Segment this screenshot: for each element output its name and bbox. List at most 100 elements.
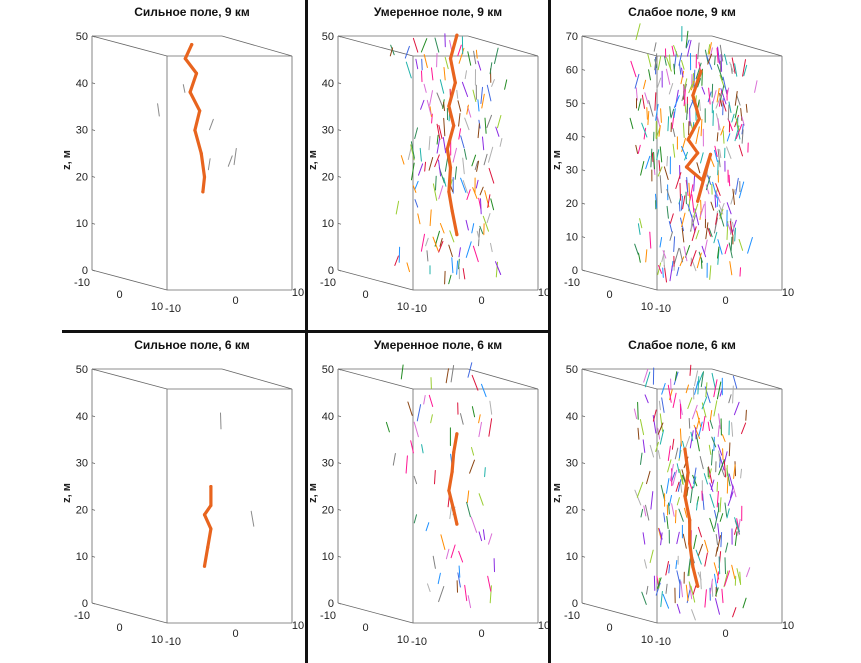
background-segment (400, 155, 405, 165)
main-path-point (448, 57, 453, 61)
background-segment (718, 209, 725, 227)
background-segment (742, 59, 746, 77)
z-tick-mark (581, 269, 586, 272)
background-segment (657, 262, 662, 276)
background-segment (471, 447, 475, 456)
main-path (684, 69, 713, 203)
background-segment (406, 262, 410, 273)
background-segment (458, 565, 461, 578)
main-path-point (202, 513, 207, 517)
background-segment (486, 84, 492, 102)
background-segment (469, 459, 475, 474)
box-edge-1 (91, 368, 168, 390)
background-segment (250, 510, 255, 527)
background-segment (451, 257, 454, 274)
background-segment (682, 195, 686, 210)
main-path-point (452, 450, 456, 455)
background-segment (730, 188, 736, 205)
background-segment (467, 51, 472, 66)
background-segment (639, 218, 643, 229)
background-segment (723, 459, 727, 478)
background-segment (429, 209, 432, 227)
background-segment (425, 522, 430, 532)
background-segment (666, 478, 670, 494)
background-segment (677, 479, 682, 492)
background-segment (699, 571, 702, 590)
z-tick-label: 40 (566, 411, 578, 423)
background-segment (737, 519, 741, 536)
background-segment (456, 89, 459, 99)
background-segment (699, 456, 704, 470)
background-segment (738, 239, 744, 251)
panel-title: Умеренное поле, 9 км (374, 5, 502, 19)
background-segment (488, 418, 493, 437)
background-segment (490, 242, 493, 253)
background-segment (666, 156, 668, 167)
background-segment (688, 581, 693, 593)
z-tick-label: 40 (322, 78, 334, 90)
background-segment (686, 39, 692, 57)
background-segment (471, 406, 476, 418)
background-segment (209, 118, 214, 131)
z-tick-mark (581, 462, 586, 464)
x-tick-label: -10 (320, 277, 336, 289)
background-segment (489, 585, 492, 604)
background-segment (648, 69, 651, 81)
background-segment (724, 557, 726, 575)
box-edge-3 (221, 35, 293, 57)
background-segment (438, 240, 444, 253)
main-path (202, 485, 213, 568)
background-segment (478, 421, 482, 438)
background-segment (705, 175, 711, 191)
main-path-point (453, 81, 457, 85)
background-segment (658, 160, 661, 172)
background-segment (432, 555, 436, 569)
background-segment (634, 73, 640, 89)
main-path-point (190, 43, 194, 47)
main-path-point (209, 527, 213, 531)
background-segment (709, 493, 715, 508)
background-segment (731, 422, 734, 437)
z-tick-mark (91, 602, 96, 605)
background-segment (465, 241, 472, 258)
background-segment (478, 531, 483, 542)
background-segment (641, 122, 648, 138)
background-segment (728, 101, 732, 113)
background-segment (481, 93, 485, 109)
background-segment (707, 53, 713, 65)
background-segment (720, 85, 725, 101)
z-tick-label: 30 (76, 125, 88, 137)
background-segment (227, 155, 233, 167)
background-segment (467, 595, 472, 609)
background-segment (157, 103, 160, 117)
main-path-point (708, 152, 713, 156)
background-segment (415, 58, 419, 70)
background-segment (661, 383, 666, 395)
background-segment (437, 572, 441, 585)
background-segment (637, 427, 640, 440)
z-tick-label: 50 (566, 364, 578, 376)
background-segment (673, 63, 676, 75)
background-segment (710, 479, 715, 490)
background-segment (668, 495, 672, 507)
background-segment (657, 422, 664, 435)
main-path-point (696, 199, 700, 203)
background-segment (663, 166, 669, 180)
background-segment (452, 147, 457, 163)
background-segment (668, 502, 670, 515)
background-segment (685, 486, 689, 498)
main-path-point (201, 190, 205, 194)
background-segment (678, 508, 684, 522)
background-segment (392, 453, 396, 466)
z-tick-mark (581, 236, 586, 238)
background-segment (458, 550, 464, 563)
background-segment (435, 175, 437, 191)
y-tick-label: 10 (538, 287, 550, 299)
background-segment (480, 86, 483, 104)
background-segment (722, 434, 726, 442)
background-segment (640, 452, 643, 465)
background-segment (465, 219, 469, 231)
z-tick-mark (581, 368, 586, 371)
